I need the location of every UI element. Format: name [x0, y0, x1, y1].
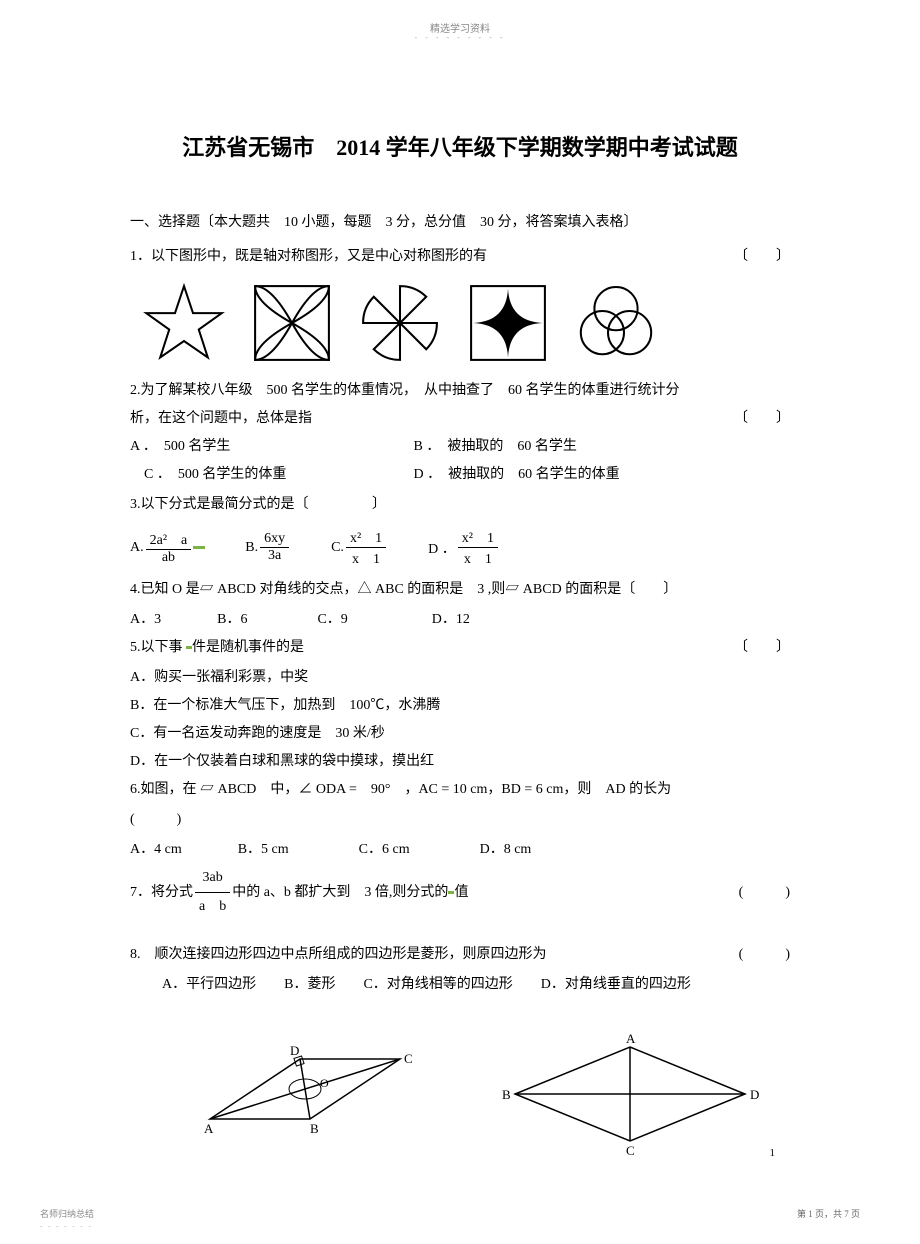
q3-optA-num: 2a² a	[146, 529, 192, 550]
q5-optA: A．购买一张福利彩票，中奖	[130, 664, 790, 692]
q2-line1b: 析，在这个问题中，总体是指	[130, 405, 312, 433]
q7-num: 3ab	[195, 864, 230, 893]
page-number: 1	[770, 1147, 776, 1159]
footer-left: 名师归纳总结	[40, 1207, 94, 1220]
svg-text:O: O	[320, 1076, 329, 1090]
q3-optC: C. x² 1x 1	[331, 527, 388, 568]
q5-optB: B．在一个标准大气压下，加热到 100℃，水沸腾	[130, 692, 790, 720]
q7-text1: 7．将分式	[130, 879, 193, 907]
q5-optC: C．有一名运发动奔跑的速度是 30 米/秒	[130, 720, 790, 748]
question-8: 8. 顺次连接四边形四边中点所组成的四边形是菱形，则原四边形为 ( )	[130, 941, 790, 969]
question-5: 5.以下事 件是随机事件的是 〔 〕	[130, 634, 790, 662]
q2-optD: D ． 被抽取的 60 名学生的体重	[414, 467, 620, 482]
svg-text:B: B	[310, 1121, 319, 1136]
shape-four-point	[464, 279, 552, 367]
shape-pinwheel	[356, 279, 444, 367]
q3-close: 〕	[372, 497, 386, 512]
q2-optC: C ． 500 名学生的体重	[130, 461, 410, 489]
svg-text:D: D	[290, 1043, 299, 1058]
svg-text:A: A	[204, 1121, 214, 1136]
svg-text:C: C	[626, 1143, 635, 1158]
q7-paren: ( )	[739, 879, 790, 907]
question-1: 1．以下图形中，既是轴对称图形，又是中心对称图形的有 〔 〕	[130, 243, 790, 271]
q3-optA-den: ab	[146, 550, 192, 566]
page-title: 江苏省无锡市 2014 学年八年级下学期数学期中考试试题	[130, 130, 790, 162]
figure-rhombus: A B C D	[500, 1029, 760, 1164]
q5-text-b: 件是随机事件的是	[192, 640, 304, 655]
q3-text: 3.以下分式是最简分式的是〔	[130, 497, 309, 512]
footer-dots: - - - - - - -	[40, 1222, 93, 1230]
q3-optB-num: 6xy	[260, 531, 289, 548]
q5-optD: D．在一个仅装着白球和黑球的袋中摸球，摸出红	[130, 748, 790, 776]
svg-text:A: A	[626, 1031, 636, 1046]
q6-options: A．4 cm B．5 cm C．6 cm D．8 cm	[130, 836, 790, 864]
q7-den: a b	[195, 893, 230, 921]
q1-bracket: 〔 〕	[734, 243, 790, 271]
q2-optB: B ． 被抽取的 60 名学生	[414, 439, 577, 454]
svg-text:D: D	[750, 1087, 759, 1102]
q2-line1: 2.为了解某校八年级 500 名学生的体重情况， 从中抽查了 60 名学生的体重…	[130, 377, 790, 405]
q3-optD-num: x² 1	[458, 527, 498, 548]
footer-right: 第 1 页，共 7 页	[797, 1207, 860, 1220]
q3-optD: D ． x² 1x 1	[428, 527, 500, 568]
question-6: 6.如图，在 ▱ ABCD 中，∠ ODA = 90° ，AC = 10 cm，…	[130, 776, 790, 804]
question-4: 4.已知 O 是▱ ABCD 对角线的交点，△ ABC 的面积是 3 ,则▱ A…	[130, 576, 790, 604]
q3-optD-den: x 1	[458, 548, 498, 568]
q3-options: A. 2a² aab B. 6xy3a C. x² 1x 1 D ． x² 1x…	[130, 527, 790, 568]
q3-optC-label: C.	[331, 540, 344, 556]
question-2: 2.为了解某校八年级 500 名学生的体重情况， 从中抽查了 60 名学生的体重…	[130, 377, 790, 489]
green-mark-icon	[193, 546, 205, 549]
shape-star	[140, 279, 228, 367]
q4-options: A．3 B．6 C．9 D．12	[130, 606, 790, 634]
header-dots: - - - - - - - - -	[415, 33, 506, 42]
q3-optA: A. 2a² aab	[130, 529, 205, 566]
question-3: 3.以下分式是最简分式的是〔 〕	[130, 491, 790, 519]
figure-parallelogram: A B C D O	[190, 1029, 420, 1164]
q6-paren: ( )	[130, 806, 790, 834]
q3-optC-den: x 1	[346, 548, 386, 568]
q7-text2a: 中的 a、b 都扩大到 3 倍,则分式的	[232, 879, 448, 907]
q5-text-a: 5.以下事	[130, 640, 186, 655]
section-header: 一、选择题〔本大题共 10 小题，每题 3 分，总分值 30 分，将答案填入表格…	[130, 210, 790, 235]
q8-options: A．平行四边形 B．菱形 C．对角线相等的四边形 D．对角线垂直的四边形	[130, 971, 790, 999]
shape-petals-square	[248, 279, 336, 367]
bottom-figures: A B C D O A B C D	[190, 1029, 790, 1164]
q1-text: 1．以下图形中，既是轴对称图形，又是中心对称图形的有	[130, 243, 487, 271]
q3-optC-num: x² 1	[346, 527, 386, 548]
q3-optA-label: A.	[130, 540, 144, 556]
q3-optD-label: D ．	[428, 538, 456, 558]
q2-bracket: 〔 〕	[734, 405, 790, 433]
q7-text2b: 值	[454, 879, 468, 907]
q8-text: 8. 顺次连接四边形四边中点所组成的四边形是菱形，则原四边形为	[130, 941, 547, 969]
q3-optB: B. 6xy3a	[245, 531, 291, 564]
q3-optB-den: 3a	[260, 548, 289, 564]
q2-optA: A ． 500 名学生	[130, 433, 410, 461]
shapes-row	[140, 279, 790, 367]
question-7: 7．将分式 3aba b 中的 a、b 都扩大到 3 倍,则分式的 值 ( )	[130, 864, 790, 921]
svg-text:B: B	[502, 1087, 511, 1102]
shape-three-circles	[572, 279, 660, 367]
svg-text:C: C	[404, 1051, 413, 1066]
q8-paren: ( )	[739, 941, 790, 969]
q3-optB-label: B.	[245, 540, 258, 556]
q5-bracket: 〔 〕	[734, 634, 790, 662]
main-content: 江苏省无锡市 2014 学年八年级下学期数学期中考试试题 一、选择题〔本大题共 …	[130, 130, 790, 1164]
